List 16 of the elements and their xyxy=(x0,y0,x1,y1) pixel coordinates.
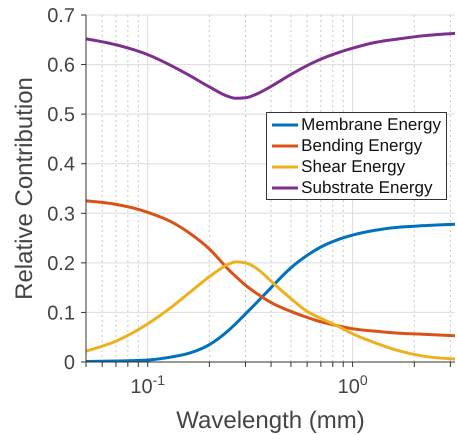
y-tick-label: 0.6 xyxy=(47,54,75,77)
x-tick-label: 10$^{0}$ xyxy=(338,372,368,398)
y-tick-label: 0.2 xyxy=(47,252,75,275)
legend-label: Substrate Energy xyxy=(301,177,433,198)
y-tick-label: 0.4 xyxy=(47,154,75,176)
y-tick-label: 0.7 xyxy=(47,5,75,27)
y-tick-label: 0 xyxy=(64,352,75,374)
y-tick-label: 0.5 xyxy=(47,104,75,126)
legend-label: Shear Energy xyxy=(301,156,406,177)
y-tick-label: 0.1 xyxy=(47,302,75,324)
y-tick-label: 0.3 xyxy=(47,203,75,226)
legend-label: Bending Energy xyxy=(301,135,422,156)
legend-label: Membrane Energy xyxy=(301,114,441,135)
y-axis-title: Relative Contribution xyxy=(11,77,38,300)
x-axis-title: Wavelength (mm) xyxy=(176,407,365,434)
x-tick-label: 10$^{-1}$ xyxy=(130,372,166,398)
